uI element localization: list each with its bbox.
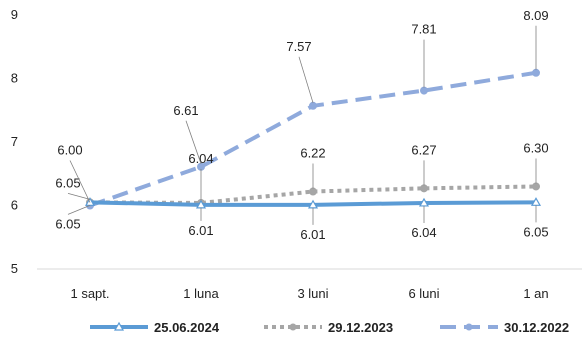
legend-marker <box>289 323 297 331</box>
legend-label: 30.12.2022 <box>504 320 569 335</box>
series-25-06-2024 <box>84 197 542 209</box>
label-leader-line <box>185 120 202 164</box>
data-label: 6.30 <box>523 140 548 155</box>
data-point <box>532 68 540 77</box>
label-leader-line <box>298 56 314 103</box>
legend-item: 30.12.2022 <box>440 320 569 335</box>
y-axis-ticks: 5 6 7 8 9 <box>11 7 18 276</box>
y-tick-label: 6 <box>11 198 18 213</box>
label-leader-line <box>67 204 91 215</box>
data-label: 6.01 <box>300 227 325 242</box>
data-labels-layer: 6.05 6.01 6.01 6.04 6.05 6.05 6.04 6.22 6.27 6.30… <box>55 8 548 242</box>
data-label: 6.61 <box>173 103 198 118</box>
data-label: 6.04 <box>411 225 436 240</box>
legend-item: 29.12.2023 <box>264 320 393 335</box>
data-point <box>309 101 317 110</box>
y-tick-label: 5 <box>11 261 18 276</box>
x-tick-label: 1 an <box>523 286 548 301</box>
legend: 25.06.2024 29.12.2023 30.12.2022 <box>90 320 569 335</box>
data-label: 6.01 <box>188 223 213 238</box>
data-label: 6.27 <box>411 142 436 157</box>
x-tick-label: 1 sapt. <box>70 286 109 301</box>
y-tick-label: 7 <box>11 134 18 149</box>
data-label: 8.09 <box>523 8 548 23</box>
x-tick-label: 6 luni <box>408 286 439 301</box>
x-tick-label: 3 luni <box>297 286 328 301</box>
data-label: 6.05 <box>55 216 80 231</box>
data-point <box>309 187 317 196</box>
data-label: 6.05 <box>523 224 548 239</box>
data-label: 7.57 <box>286 39 311 54</box>
series-layer <box>84 68 542 210</box>
x-tick-label: 1 luna <box>183 286 219 301</box>
x-axis-ticks: 1 sapt. 1 luna 3 luni 6 luni 1 an <box>70 286 548 301</box>
legend-label: 25.06.2024 <box>154 320 220 335</box>
data-label: 6.05 <box>55 175 80 190</box>
legend-marker <box>465 323 473 331</box>
label-leader-line <box>69 160 91 203</box>
data-label: 6.00 <box>57 143 82 158</box>
data-label: 6.22 <box>300 146 325 161</box>
data-point <box>420 86 428 95</box>
label-leader-line <box>67 192 91 200</box>
y-tick-label: 8 <box>11 71 18 86</box>
data-label: 6.04 <box>188 151 213 166</box>
data-label: 7.81 <box>411 22 436 37</box>
legend-marker <box>113 321 125 331</box>
legend-item: 25.06.2024 <box>90 320 220 335</box>
legend-label: 29.12.2023 <box>328 320 393 335</box>
y-tick-label: 9 <box>11 7 18 22</box>
data-point <box>532 182 540 191</box>
data-point <box>420 184 428 193</box>
